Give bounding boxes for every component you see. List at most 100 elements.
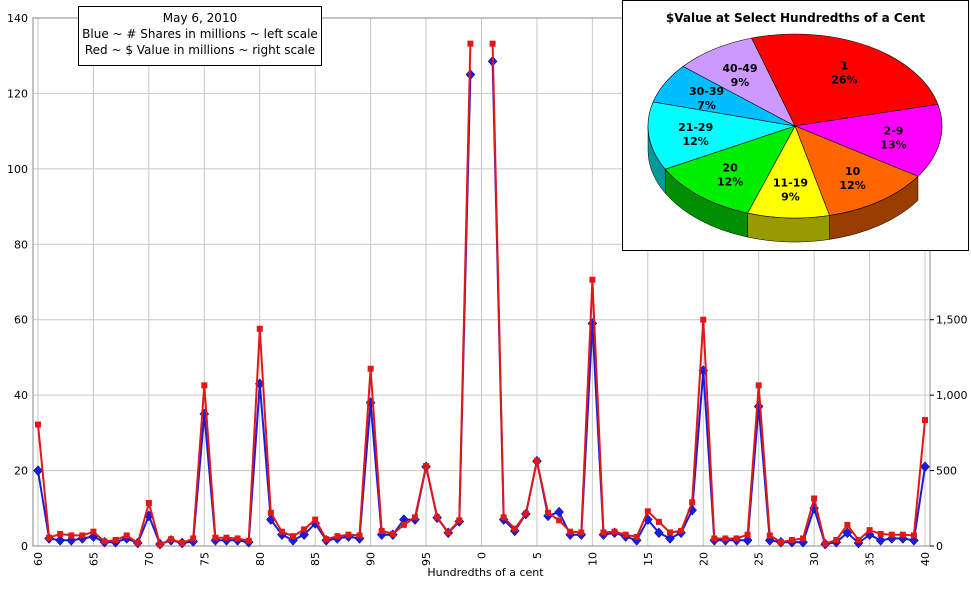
data-point-square bbox=[589, 276, 596, 283]
data-point-square bbox=[800, 535, 807, 542]
data-point-square bbox=[500, 514, 507, 521]
data-point-square bbox=[256, 325, 263, 332]
data-point-square bbox=[134, 539, 141, 546]
pie-label-percent: 9% bbox=[781, 190, 800, 203]
data-point-square bbox=[278, 528, 285, 535]
pie-label-name: 20 bbox=[723, 162, 739, 175]
data-point-square bbox=[556, 517, 563, 524]
data-point-diamond bbox=[55, 534, 66, 546]
right-tick-label: 1,000 bbox=[936, 389, 968, 402]
left-tick-label: 120 bbox=[7, 87, 28, 100]
data-point-square bbox=[567, 528, 574, 535]
data-point-square bbox=[899, 531, 906, 538]
data-point-square bbox=[35, 421, 41, 428]
data-point-square bbox=[456, 517, 463, 524]
data-point-square bbox=[545, 509, 552, 516]
pie-label-percent: 12% bbox=[682, 135, 708, 148]
data-point-square bbox=[145, 500, 152, 507]
left-tick-label: 40 bbox=[14, 389, 28, 402]
data-point-square bbox=[423, 463, 430, 470]
data-point-square bbox=[68, 532, 75, 539]
series-right bbox=[35, 40, 928, 548]
pie-slice-2-9 bbox=[793, 104, 943, 177]
left-tick-label: 100 bbox=[7, 163, 28, 176]
data-point-square bbox=[312, 516, 319, 523]
legend-box: May 6, 2010 Blue ~ # Shares in millions … bbox=[78, 6, 322, 66]
x-tick-label: 70 bbox=[143, 552, 156, 566]
data-point-square bbox=[755, 382, 762, 389]
left-tick-label: 60 bbox=[14, 314, 28, 327]
data-point-square bbox=[411, 514, 418, 521]
data-point-square bbox=[689, 499, 696, 506]
pie-label-percent: 9% bbox=[731, 76, 750, 89]
data-point-square bbox=[334, 533, 341, 540]
left-tick-label: 140 bbox=[7, 12, 28, 25]
data-point-square bbox=[234, 535, 241, 542]
data-point-square bbox=[578, 529, 585, 536]
pie-label-name: 1 bbox=[841, 60, 849, 73]
pie-label-percent: 13% bbox=[880, 139, 906, 152]
data-point-square bbox=[733, 535, 740, 542]
data-point-diamond bbox=[33, 465, 43, 476]
pie-slice-1 bbox=[751, 33, 939, 127]
data-point-diamond bbox=[842, 527, 853, 539]
pie-label-name: 21-29 bbox=[678, 121, 713, 134]
x-tick-label: 75 bbox=[198, 552, 211, 566]
data-point-square bbox=[223, 534, 230, 541]
data-point-square bbox=[245, 537, 252, 544]
data-point-square bbox=[190, 535, 197, 542]
legend-date: May 6, 2010 bbox=[162, 11, 238, 25]
data-point-square bbox=[168, 536, 175, 543]
x-tick-label: 80 bbox=[254, 552, 267, 566]
data-point-diamond bbox=[875, 534, 886, 546]
pie-chart-title: $Value at Select Hundredths of a Cent bbox=[665, 11, 926, 25]
pie-slice-40-49 bbox=[682, 37, 796, 127]
left-tick-label: 80 bbox=[14, 238, 28, 251]
data-point-square bbox=[678, 527, 685, 534]
data-point-square bbox=[855, 536, 862, 543]
x-tick-label: 20 bbox=[697, 552, 710, 566]
data-point-diamond bbox=[920, 461, 930, 473]
left-axis: 0 20 40 60 80 100 120 140 bbox=[7, 12, 28, 553]
plot-area-border bbox=[32, 17, 931, 547]
data-point-square bbox=[101, 538, 108, 545]
left-tick-label: 0 bbox=[21, 540, 28, 553]
x-tick-label: 90 bbox=[365, 552, 378, 566]
data-point-square bbox=[345, 531, 352, 538]
data-point-square bbox=[700, 316, 707, 323]
pie-label-name: 11-19 bbox=[773, 176, 808, 189]
series-line-right bbox=[491, 43, 926, 545]
data-point-square bbox=[655, 518, 662, 525]
data-point-diamond bbox=[753, 401, 764, 412]
pie-label-name: 2-9 bbox=[884, 125, 904, 138]
pie-tops bbox=[647, 33, 943, 219]
data-point-square bbox=[356, 532, 363, 539]
data-point-square bbox=[389, 530, 396, 537]
data-point-square bbox=[522, 510, 529, 517]
data-point-square bbox=[323, 536, 330, 543]
data-point-square bbox=[600, 529, 607, 536]
data-point-square bbox=[378, 527, 385, 534]
pie-chart: 126%2-913%1012%11-199%2012%21-2912%30-39… bbox=[647, 33, 943, 243]
series-line-right bbox=[37, 43, 472, 546]
data-point-square bbox=[445, 529, 452, 536]
data-point-square bbox=[511, 525, 518, 532]
x-tick-label: 60 bbox=[32, 552, 45, 566]
x-tick-label: 65 bbox=[87, 552, 100, 566]
data-point-square bbox=[866, 527, 873, 534]
data-point-square bbox=[777, 539, 784, 546]
right-axis: 0 500 1,000 1,500 bbox=[930, 314, 968, 553]
series-layer bbox=[33, 40, 930, 550]
grid-lines bbox=[33, 17, 930, 547]
data-point-square bbox=[123, 532, 130, 539]
data-point-square bbox=[633, 533, 640, 540]
pie-label-percent: 26% bbox=[831, 74, 857, 87]
data-point-square bbox=[267, 509, 274, 516]
data-point-square bbox=[212, 534, 219, 541]
data-point-square bbox=[90, 528, 97, 535]
series-line-left bbox=[37, 74, 472, 546]
data-point-square bbox=[666, 529, 673, 536]
data-point-square bbox=[533, 457, 540, 464]
